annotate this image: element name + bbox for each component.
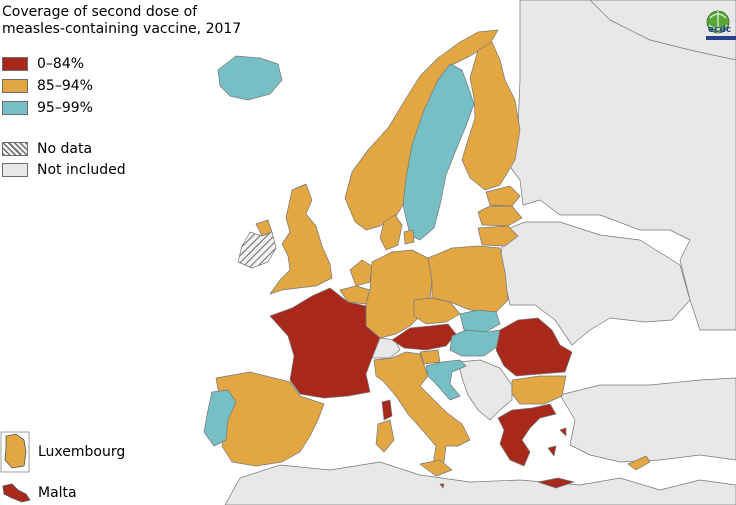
country-sicily bbox=[419, 459, 453, 477]
legend-item-not-included: Not included bbox=[2, 162, 126, 178]
country-turkey bbox=[559, 377, 736, 463]
legend-item-mid: 85–94% bbox=[2, 78, 93, 94]
country-balkans bbox=[457, 359, 513, 421]
country-ireland bbox=[237, 231, 277, 269]
country-croatia bbox=[425, 359, 467, 401]
country-poland bbox=[427, 245, 509, 313]
legend-swatch-mid bbox=[2, 79, 28, 93]
ecdc-logo-text: ecdc bbox=[708, 25, 732, 35]
country-uk bbox=[269, 183, 333, 295]
country-lithuania bbox=[477, 225, 519, 247]
country-slovakia bbox=[459, 309, 501, 333]
country-cyprus bbox=[627, 455, 651, 471]
legend-swatch-not-included bbox=[2, 163, 28, 177]
legend-label-no-data: No data bbox=[37, 141, 93, 157]
legend-item-high: 95–99% bbox=[2, 100, 93, 116]
country-estonia bbox=[485, 185, 521, 207]
inset-label-malta: Malta bbox=[38, 485, 77, 501]
legend-label-high: 95–99% bbox=[37, 100, 93, 116]
country-denmark bbox=[379, 214, 403, 251]
country-finland bbox=[461, 41, 521, 191]
country-greenland-edge bbox=[589, 0, 736, 61]
ecdc-logo-icon bbox=[706, 10, 736, 40]
country-greece-island-1 bbox=[559, 427, 567, 437]
country-latvia bbox=[477, 205, 523, 227]
country-czechia bbox=[413, 297, 461, 325]
country-belarus-ukraine bbox=[499, 221, 691, 346]
country-africa bbox=[224, 461, 736, 505]
legend-item-no-data: No data bbox=[2, 141, 92, 157]
inset-luxembourg bbox=[0, 431, 30, 473]
country-corsica bbox=[381, 399, 393, 421]
legend-swatch-low bbox=[2, 57, 28, 71]
map-title: Coverage of second dose of measles-conta… bbox=[2, 4, 242, 37]
inset-label-luxembourg: Luxembourg bbox=[38, 444, 126, 460]
inset-malta bbox=[2, 483, 31, 503]
country-iceland bbox=[217, 55, 283, 101]
legend-swatch-high bbox=[2, 101, 28, 115]
country-romania bbox=[495, 317, 573, 377]
country-greece bbox=[497, 403, 557, 467]
country-portugal bbox=[203, 389, 237, 447]
country-malta bbox=[439, 483, 445, 489]
legend-label-not-included: Not included bbox=[37, 162, 126, 178]
country-sweden bbox=[402, 63, 475, 241]
country-denmark-zealand bbox=[403, 229, 415, 245]
country-bulgaria bbox=[511, 375, 567, 405]
legend-swatch-no-data bbox=[2, 142, 28, 156]
legend-label-mid: 85–94% bbox=[37, 78, 93, 94]
country-sardinia bbox=[375, 419, 395, 453]
country-greece-island-2 bbox=[547, 445, 557, 457]
country-italy bbox=[373, 351, 471, 471]
country-slovenia bbox=[419, 349, 441, 365]
legend-item-low: 0–84% bbox=[2, 56, 84, 72]
legend-label-low: 0–84% bbox=[37, 56, 85, 72]
country-france bbox=[269, 287, 381, 399]
country-greece-crete bbox=[537, 477, 575, 489]
